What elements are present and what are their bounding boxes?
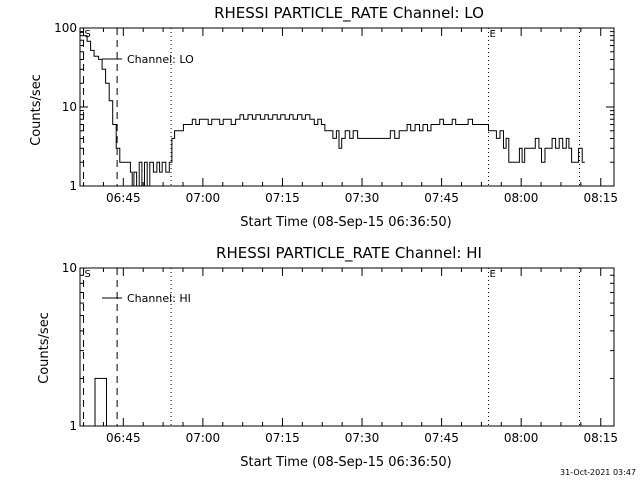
- hi-x-tick-label: 07:00: [186, 431, 221, 445]
- hi-marker-label: S: [85, 269, 91, 280]
- hi-rate-series-line: [88, 377, 107, 427]
- hi-x-tick-label: 06:45: [106, 431, 141, 445]
- hi-x-axis-label: Start Time (08-Sep-15 06:36:50): [240, 455, 451, 470]
- hi-y-tick-label: 1: [69, 419, 77, 433]
- hi-marker-label: E: [489, 269, 495, 280]
- hi-x-tick-label: 07:15: [265, 431, 300, 445]
- lo-chart-title: RHESSI PARTICLE_RATE Channel: LO: [214, 4, 484, 23]
- hi-x-tick-label: 07:30: [345, 431, 380, 445]
- hi-x-tick-label: 07:45: [424, 431, 459, 445]
- hi-channel-panel: RHESSI PARTICLE_RATE Channel: HI Start T…: [37, 244, 618, 470]
- hi-x-tick-label: 08:00: [504, 431, 539, 445]
- lo-rate-series-line: [80, 31, 585, 187]
- lo-x-tick-label: 06:45: [106, 191, 141, 205]
- lo-channel-panel: RHESSI PARTICLE_RATE Channel: LO Start T…: [29, 4, 618, 230]
- lo-marker-label: S: [85, 29, 91, 40]
- footer-timestamp: 31-Oct-2021 03:47: [560, 468, 636, 477]
- lo-y-axis-label: Counts/sec: [29, 74, 44, 146]
- hi-chart-title: RHESSI PARTICLE_RATE Channel: HI: [216, 244, 482, 263]
- hi-y-axis-label: Counts/sec: [37, 312, 52, 384]
- hi-plot-frame: [79, 267, 615, 427]
- lo-x-axis-label: Start Time (08-Sep-15 06:36:50): [240, 215, 451, 230]
- lo-x-tick-label: 08:00: [504, 191, 539, 205]
- lo-x-tick-label: 07:00: [186, 191, 221, 205]
- lo-y-tick-label: 10: [62, 100, 77, 114]
- lo-y-tick-label: 1: [69, 179, 77, 193]
- hi-legend-label: Channel: HI: [127, 292, 191, 305]
- lo-x-tick-label: 07:45: [424, 191, 459, 205]
- lo-x-tick-label: 07:30: [345, 191, 380, 205]
- lo-marker-label: E: [489, 29, 495, 40]
- lo-legend-label: Channel: LO: [127, 53, 194, 66]
- hi-y-tick-label: 10: [62, 261, 77, 275]
- lo-x-tick-label: 07:15: [265, 191, 300, 205]
- hi-x-tick-label: 08:15: [583, 431, 618, 445]
- lo-x-tick-label: 08:15: [583, 191, 618, 205]
- lo-y-tick-label: 100: [54, 21, 77, 35]
